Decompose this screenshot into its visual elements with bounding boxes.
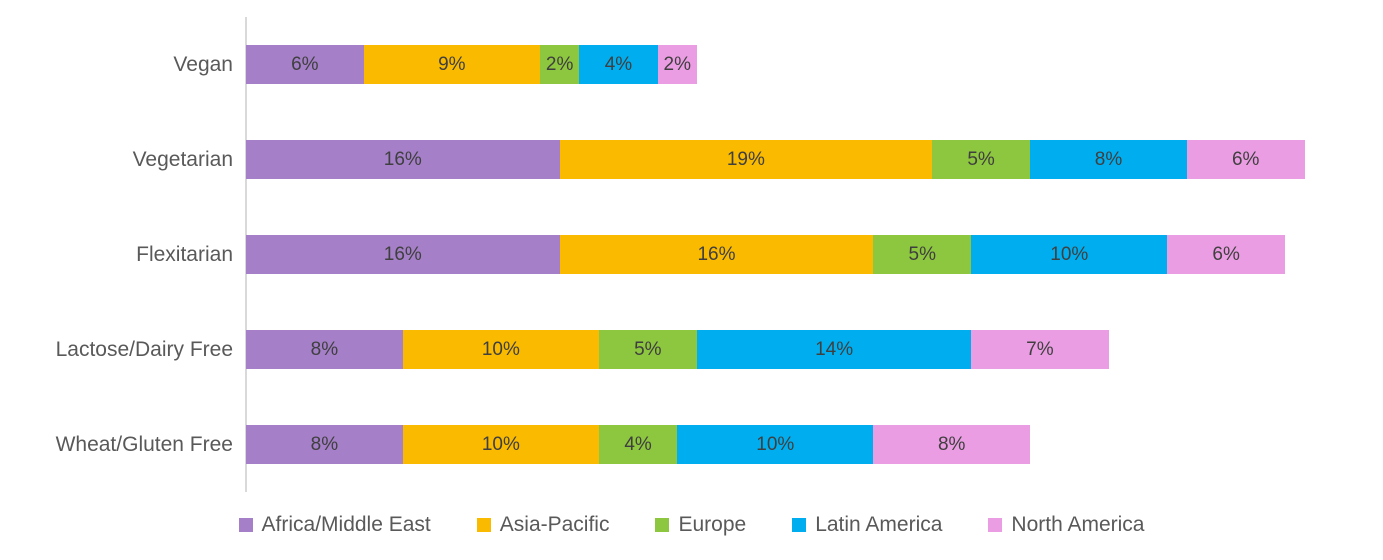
legend-swatch-icon [655,518,670,532]
bar-segment: 16% [559,235,874,274]
bar-segment: 10% [971,235,1168,274]
stacked-bar: 8% 10% 4% 10% 8% [246,425,1031,464]
bar-segment: 10% [402,425,599,464]
bar-segment: 8% [873,425,1031,464]
legend: Africa/Middle East Asia-Pacific Europe Lati… [0,513,1383,537]
bar-segment: 19% [559,140,933,179]
bar-segment: 16% [246,140,560,179]
plot-area: Vegan 6% 9% 2% 4% 2% Vegetarian 16% 19% 5% 8% 6% Fle… [0,17,1383,492]
bar-segment: 5% [873,235,972,274]
legend-item: Europe [655,513,746,537]
category-label: Lactose/Dairy Free [55,337,233,361]
legend-swatch-icon [476,518,491,532]
legend-label: Latin America [815,513,943,536]
legend-item: North America [988,513,1144,537]
legend-label: North America [1011,513,1145,536]
category-label: Vegan [173,52,233,76]
bar-segment: 10% [402,330,599,369]
bar-segment: 4% [598,425,678,464]
bar-row: Lactose/Dairy Free 8% 10% 5% 14% 7% [0,302,1383,397]
bar-segment: 9% [363,45,541,84]
legend-item: Africa/Middle East [238,513,431,537]
legend-label: Africa/Middle East [261,513,431,536]
stacked-bar: 16% 19% 5% 8% 6% [246,140,1305,179]
bar-row: Flexitarian 16% 16% 5% 10% 6% [0,207,1383,302]
legend-item: Asia-Pacific [476,513,610,537]
bar-segment: 8% [246,330,403,369]
bar-segment: 6% [246,45,364,84]
category-label: Vegetarian [132,147,233,171]
category-label: Flexitarian [136,242,233,266]
stacked-bar: 8% 10% 5% 14% 7% [246,330,1109,369]
bar-row: Wheat/Gluten Free 8% 10% 4% 10% 8% [0,397,1383,492]
bar-segment: 6% [1186,140,1305,179]
legend-swatch-icon [238,518,253,532]
bar-segment: 2% [540,45,580,84]
bar-segment: 10% [677,425,874,464]
bar-row: Vegetarian 16% 19% 5% 8% 6% [0,112,1383,207]
bar-segment: 8% [246,425,403,464]
legend-label: Asia-Pacific [499,513,610,536]
legend-swatch-icon [792,518,807,532]
bar-row: Vegan 6% 9% 2% 4% 2% [0,17,1383,112]
bar-segment: 5% [932,140,1031,179]
bar-segment: 5% [598,330,697,369]
bar-segment: 2% [657,45,697,84]
bar-segment: 7% [971,330,1109,369]
legend-item: Latin America [792,513,942,537]
stacked-bar: 6% 9% 2% 4% 2% [246,45,697,84]
legend-label: Europe [678,513,747,536]
stacked-bar: 16% 16% 5% 10% 6% [246,235,1285,274]
legend-swatch-icon [988,518,1003,532]
bar-segment: 16% [246,235,560,274]
bar-segment: 8% [1030,140,1187,179]
bar-segment: 14% [696,330,972,369]
bar-segment: 6% [1167,235,1285,274]
bar-segment: 4% [579,45,658,84]
category-label: Wheat/Gluten Free [55,432,233,456]
